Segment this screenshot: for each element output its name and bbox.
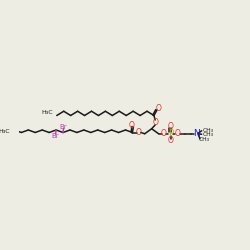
Text: P: P — [168, 129, 173, 138]
Text: O: O — [161, 129, 167, 138]
Text: O: O — [136, 128, 142, 137]
Text: CH₃: CH₃ — [198, 137, 209, 142]
Text: Br: Br — [52, 132, 60, 138]
Text: CH₃: CH₃ — [202, 128, 213, 133]
Text: Br: Br — [60, 124, 67, 130]
Text: O: O — [152, 118, 158, 127]
Text: CH₃: CH₃ — [202, 132, 213, 137]
Text: H₃C: H₃C — [0, 129, 10, 134]
Text: O: O — [129, 120, 135, 130]
Text: O: O — [168, 136, 173, 145]
Text: O: O — [175, 129, 180, 138]
Text: O: O — [167, 122, 173, 131]
Text: H₃C: H₃C — [41, 110, 52, 114]
Text: N: N — [193, 129, 200, 138]
Text: O: O — [155, 104, 161, 113]
